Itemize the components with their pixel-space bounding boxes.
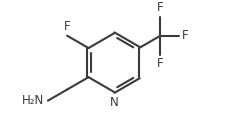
Text: H₂N: H₂N [22, 94, 44, 107]
Text: N: N [110, 96, 118, 109]
Text: F: F [64, 20, 70, 33]
Text: F: F [157, 1, 164, 14]
Text: F: F [182, 29, 189, 42]
Text: F: F [157, 58, 164, 70]
